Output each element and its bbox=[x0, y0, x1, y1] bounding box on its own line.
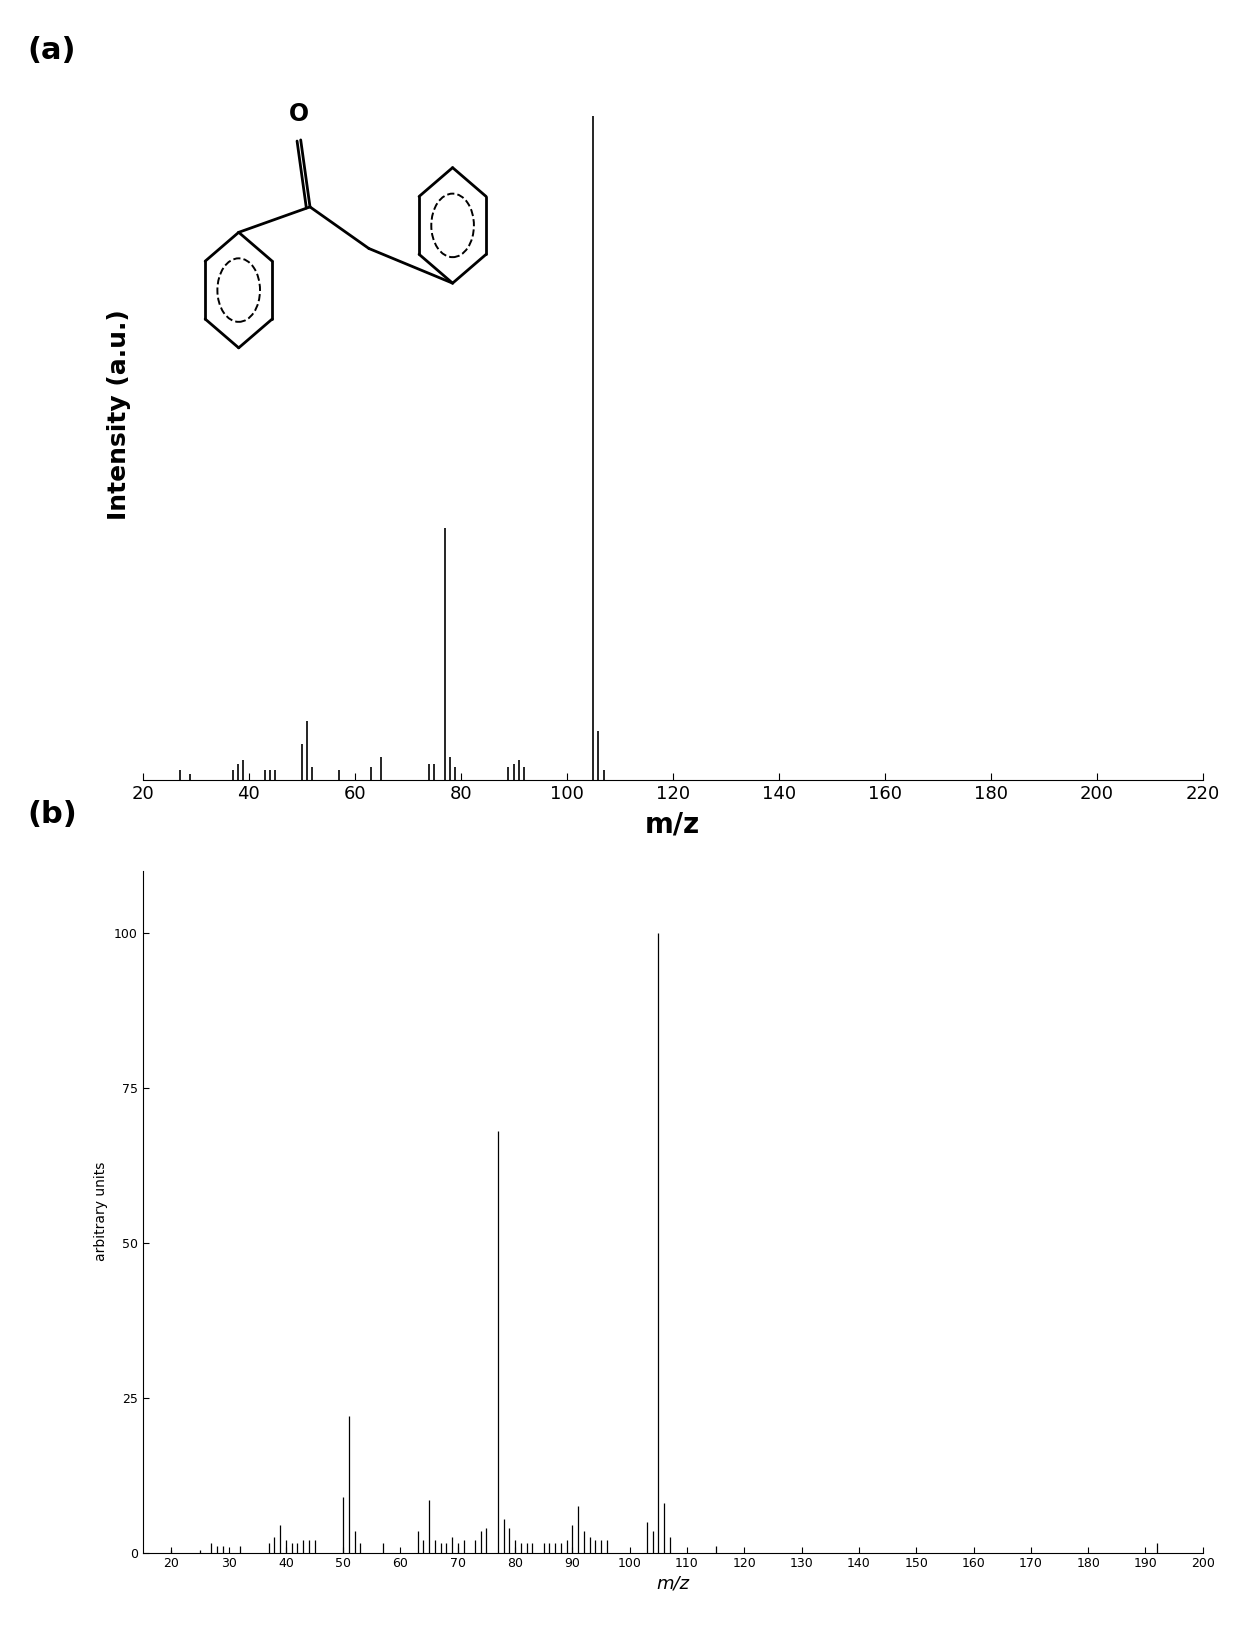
Text: O: O bbox=[289, 102, 309, 127]
Text: (a): (a) bbox=[27, 36, 76, 66]
Y-axis label: arbitrary units: arbitrary units bbox=[94, 1162, 108, 1262]
X-axis label: m/z: m/z bbox=[656, 1574, 689, 1592]
X-axis label: m/z: m/z bbox=[645, 810, 701, 838]
Y-axis label: Intensity (a.u.): Intensity (a.u.) bbox=[108, 309, 131, 521]
Text: (b): (b) bbox=[27, 800, 77, 830]
